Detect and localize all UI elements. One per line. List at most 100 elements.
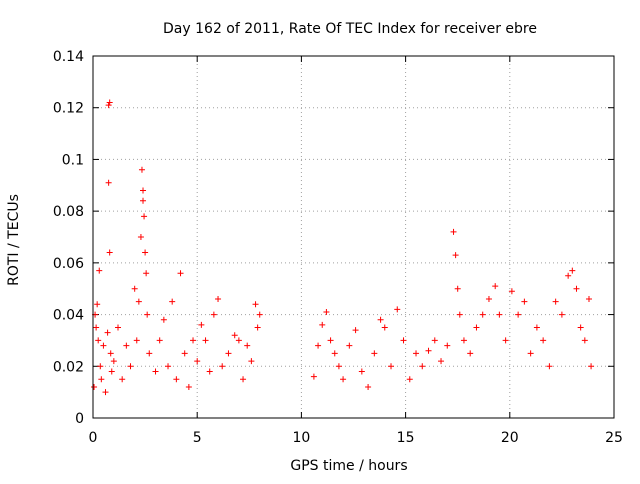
data-point (377, 316, 384, 323)
data-point (565, 272, 572, 279)
data-point (140, 197, 147, 204)
x-tick-label: 10 (292, 430, 310, 446)
x-axis-label: GPS time / hours (290, 458, 407, 474)
data-point (107, 350, 114, 357)
data-point (98, 376, 105, 383)
data-point (219, 363, 226, 370)
data-point (110, 358, 117, 365)
data-point (198, 321, 205, 328)
data-point (93, 324, 100, 331)
data-points (91, 99, 595, 396)
data-point (467, 350, 474, 357)
y-axis-ticks: 0 0.02 0.04 0.06 0.08 0.1 0.12 0.14 (53, 49, 614, 427)
data-point (156, 337, 163, 344)
data-point (140, 187, 147, 194)
data-point (388, 363, 395, 370)
data-point (573, 285, 580, 292)
y-axis-label: ROTI / TECUs (6, 194, 22, 286)
x-axis-ticks: 0 5 10 15 20 25 (89, 56, 623, 446)
data-point (96, 267, 103, 274)
data-point (152, 368, 159, 375)
data-point (106, 249, 113, 256)
data-point (485, 296, 492, 303)
data-point (235, 337, 242, 344)
y-tick-label: 0 (75, 411, 84, 427)
x-tick-label: 5 (193, 430, 202, 446)
data-point (142, 249, 149, 256)
data-point (177, 270, 184, 277)
data-point (100, 342, 107, 349)
data-point (225, 350, 232, 357)
data-point (173, 376, 180, 383)
data-point (206, 368, 213, 375)
data-point (569, 267, 576, 274)
data-point (94, 301, 101, 308)
data-point (169, 298, 176, 305)
data-point (215, 296, 222, 303)
y-tick-label: 0.12 (53, 101, 84, 117)
data-point (202, 337, 209, 344)
data-point (419, 363, 426, 370)
data-point (331, 350, 338, 357)
data-point (456, 311, 463, 318)
data-point (335, 363, 342, 370)
chart-title: Day 162 of 2011, Rate Of TEC Index for r… (163, 21, 537, 37)
data-point (365, 383, 372, 390)
data-point (185, 383, 192, 390)
data-point (454, 285, 461, 292)
data-point (452, 252, 459, 259)
data-point (358, 368, 365, 375)
data-point (323, 308, 330, 315)
grid-layer (93, 56, 614, 418)
data-point (588, 363, 595, 370)
plot-frame (92, 55, 615, 419)
data-point (585, 296, 592, 303)
data-point (521, 298, 528, 305)
data-point (502, 337, 509, 344)
y-tick-label: 0.08 (53, 204, 84, 220)
data-point (327, 337, 334, 344)
data-point (394, 306, 401, 313)
data-point (165, 363, 172, 370)
data-point (577, 324, 584, 331)
x-tick-label: 20 (501, 430, 519, 446)
data-point (102, 389, 109, 396)
data-point (141, 213, 148, 220)
data-point (108, 368, 115, 375)
data-point (508, 288, 515, 295)
data-point (546, 363, 553, 370)
data-point (104, 329, 111, 336)
y-tick-label: 0.04 (53, 308, 84, 324)
data-point (581, 337, 588, 344)
data-point (540, 337, 547, 344)
x-tick-label: 15 (397, 430, 415, 446)
data-point (190, 337, 197, 344)
data-point (438, 358, 445, 365)
data-point (144, 311, 151, 318)
data-point (371, 350, 378, 357)
data-point (413, 350, 420, 357)
data-point (479, 311, 486, 318)
data-point (431, 337, 438, 344)
data-point (346, 342, 353, 349)
y-tick-label: 0.1 (62, 152, 84, 168)
data-point (91, 383, 98, 390)
x-tick-label: 25 (605, 430, 623, 446)
data-point (138, 166, 145, 173)
data-point (106, 99, 113, 106)
data-point (252, 301, 259, 308)
data-point (181, 350, 188, 357)
data-point (310, 373, 317, 380)
data-point (123, 342, 130, 349)
data-point (492, 283, 499, 290)
data-point (340, 376, 347, 383)
data-point (133, 337, 140, 344)
data-point (425, 347, 432, 354)
data-point (444, 342, 451, 349)
y-tick-label: 0.02 (53, 359, 84, 375)
data-point (135, 298, 142, 305)
data-point (231, 332, 238, 339)
data-point (115, 324, 122, 331)
